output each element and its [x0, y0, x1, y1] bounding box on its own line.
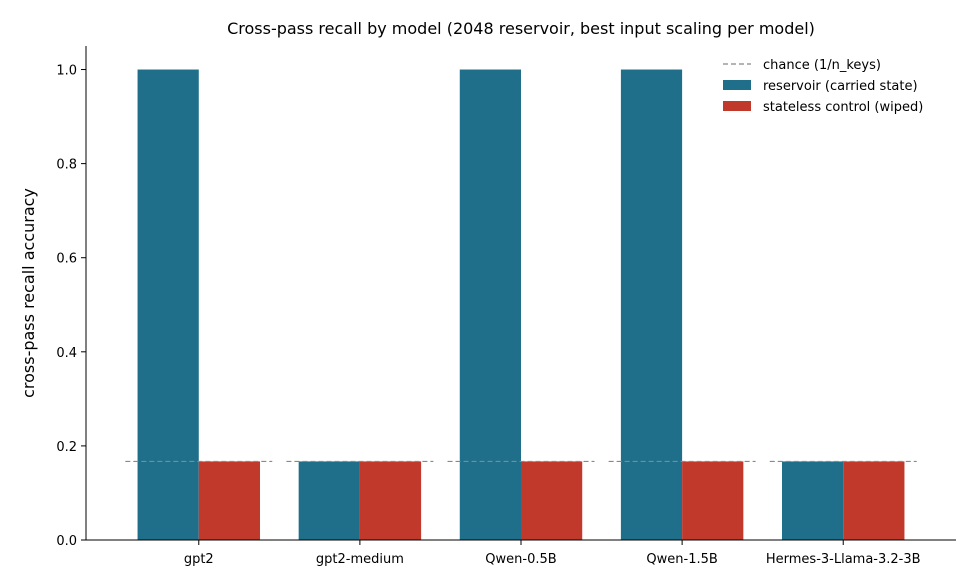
- bar-reservoir: [459, 69, 521, 541]
- x-ticks-group: gpt2 gpt2-medium Qwen-0.5B Qwen-1.5B Hermes-…: [184, 540, 921, 567]
- x-tick-label: gpt2: [184, 552, 214, 567]
- y-ticks-group: 0.0 0.2 0.4 0.6 0.8 1.0: [56, 64, 86, 549]
- chart-title: Cross-pass recall by model (2048 reservo…: [227, 19, 815, 38]
- bars-group: [137, 69, 905, 541]
- legend-reservoir-swatch: [723, 80, 751, 90]
- x-tick-label: Hermes-3-Llama-3.2-3B: [766, 552, 921, 567]
- x-tick-label: Qwen-1.5B: [646, 552, 717, 567]
- bar-reservoir: [298, 461, 360, 540]
- legend-stateless-swatch: [723, 101, 751, 111]
- legend: chance (1/n_keys) reservoir (carried sta…: [723, 58, 923, 115]
- legend-reservoir-label: reservoir (carried state): [763, 79, 918, 94]
- x-tick-label: gpt2-medium: [316, 552, 404, 567]
- bar-stateless: [682, 461, 744, 540]
- bar-stateless: [843, 461, 905, 540]
- legend-stateless-label: stateless control (wiped): [763, 100, 923, 115]
- y-tick-label: 0.4: [56, 346, 77, 361]
- y-tick-label: 0.8: [56, 158, 77, 173]
- y-tick-label: 0.6: [56, 252, 77, 267]
- y-tick-label: 1.0: [56, 64, 77, 79]
- y-tick-label: 0.0: [56, 534, 77, 549]
- legend-chance-label: chance (1/n_keys): [763, 58, 881, 73]
- bar-stateless: [198, 461, 260, 540]
- bar-reservoir: [137, 69, 199, 541]
- bar-stateless: [521, 461, 583, 540]
- bar-stateless: [359, 461, 422, 540]
- x-tick-label: Qwen-0.5B: [485, 552, 556, 567]
- bar-reservoir: [782, 461, 844, 540]
- bar-reservoir: [620, 69, 683, 541]
- y-axis-title: cross-pass recall accuracy: [19, 188, 38, 398]
- y-tick-label: 0.2: [56, 440, 77, 455]
